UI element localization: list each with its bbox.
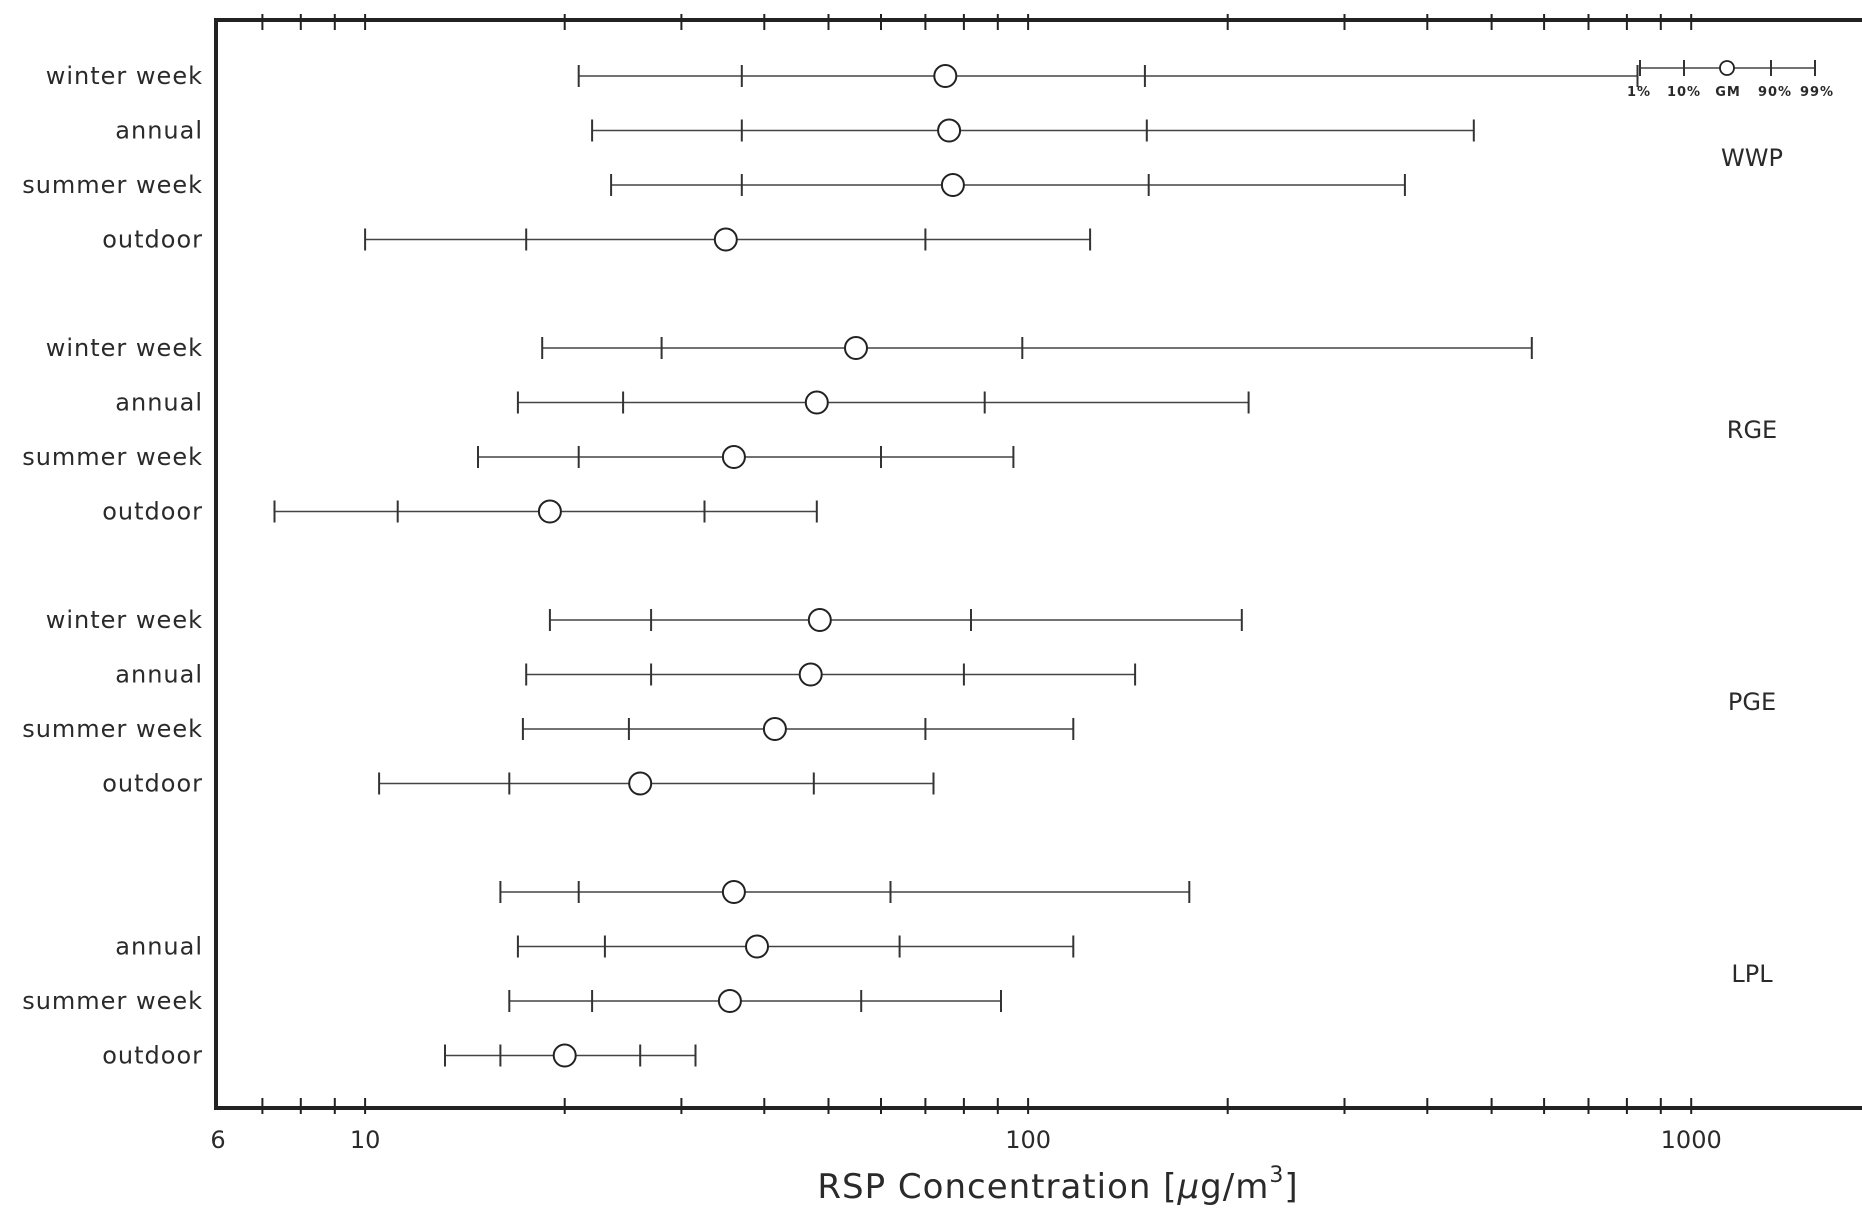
legend-key: 1% 10% GM 90% 99% — [1627, 60, 1834, 100]
row-label: winter week — [46, 62, 203, 90]
x-axis-title-sup: 3 — [1269, 1163, 1284, 1188]
x-axis-title-prefix: RSP Concentration [ — [817, 1167, 1177, 1207]
row-label: annual — [115, 933, 203, 961]
row-label: annual — [115, 389, 203, 417]
legend-stat-label: 90% — [1758, 85, 1792, 100]
x-axis-title-unit: g/m — [1200, 1167, 1269, 1207]
row-label: winter week — [46, 334, 203, 362]
group-label: PGE — [1728, 688, 1776, 716]
group-label: WWP — [1721, 144, 1783, 172]
percentile-row: annual — [115, 933, 1075, 961]
group-label: RGE — [1727, 416, 1777, 444]
gm-marker — [721, 445, 746, 469]
row-label: outdoor — [102, 226, 203, 254]
x-axis-title-suffix: ] — [1284, 1167, 1298, 1207]
axis-ticks — [261, 14, 1693, 1114]
legend-stat-label: 10% — [1667, 85, 1701, 100]
legend-stat-label: 99% — [1800, 85, 1834, 100]
gm-marker — [940, 173, 965, 197]
x-tick-label: 10 — [350, 1126, 381, 1154]
percentile-row: outdoor — [102, 226, 1092, 254]
percentile-row: outdoor — [102, 770, 935, 798]
percentile-row: outdoor — [102, 498, 818, 526]
gm-marker — [933, 64, 958, 88]
group-labels: WWP RGE PGE LPL — [1721, 144, 1783, 988]
row-label: outdoor — [102, 498, 203, 526]
x-axis-title: RSP Concentration [μg/m3] — [817, 1163, 1298, 1207]
gm-marker — [844, 336, 868, 360]
legend-stat-label: 1% — [1627, 85, 1651, 100]
gm-marker — [537, 499, 562, 524]
legend-gm-marker — [1719, 60, 1735, 76]
row-label: summer week — [22, 987, 203, 1015]
percentile-row: annual — [115, 389, 1250, 417]
x-tick-label: 6 — [210, 1126, 225, 1154]
percentile-row: annual — [115, 661, 1137, 689]
plot-frame — [214, 18, 1862, 1110]
x-tick-labels: 6 10 100 1000 — [210, 1126, 1721, 1154]
gm-marker — [798, 662, 823, 687]
gm-marker — [937, 118, 962, 143]
gm-marker — [628, 771, 653, 796]
x-tick-label: 100 — [1005, 1126, 1051, 1154]
gm-marker — [721, 880, 746, 904]
gm-marker — [762, 717, 787, 741]
percentile-row: winter week — [46, 606, 1243, 634]
x-axis-title-mu: μ — [1177, 1167, 1201, 1207]
gm-marker — [804, 390, 829, 415]
percentile-row: summer week — [22, 987, 1002, 1015]
gm-marker — [713, 227, 738, 252]
row-label: annual — [115, 661, 203, 689]
percentile-row: summer week — [22, 171, 1406, 199]
row-label: outdoor — [102, 770, 203, 798]
percentile-row: summer week — [22, 443, 1015, 471]
gm-marker — [552, 1043, 577, 1068]
percentile-row: annual — [115, 117, 1475, 145]
percentile-row: outdoor — [102, 1042, 697, 1070]
x-tick-label: 1000 — [1661, 1126, 1722, 1154]
percentile-row: summer week — [22, 715, 1075, 743]
percentile-row — [499, 880, 1191, 904]
gm-marker — [717, 989, 742, 1013]
row-label: winter week — [46, 606, 203, 634]
row-label: outdoor — [102, 1042, 203, 1070]
percentile-row: winter week — [46, 62, 1639, 90]
group-label: LPL — [1731, 960, 1773, 988]
row-label: summer week — [22, 171, 203, 199]
gm-marker — [807, 608, 832, 632]
percentile-rows: winter week annual summer week outdoor winte… — [22, 62, 1639, 1070]
row-label: summer week — [22, 715, 203, 743]
row-label: annual — [115, 117, 203, 145]
row-label: summer week — [22, 443, 203, 471]
legend-stat-label: GM — [1715, 85, 1741, 100]
gm-marker — [745, 934, 769, 959]
percentile-row: winter week — [46, 334, 1533, 362]
